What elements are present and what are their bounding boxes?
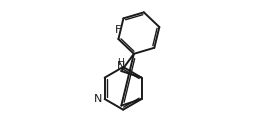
Text: F: F: [115, 25, 122, 35]
Text: H: H: [117, 58, 124, 67]
Text: N: N: [94, 94, 102, 104]
Text: N: N: [117, 61, 125, 71]
